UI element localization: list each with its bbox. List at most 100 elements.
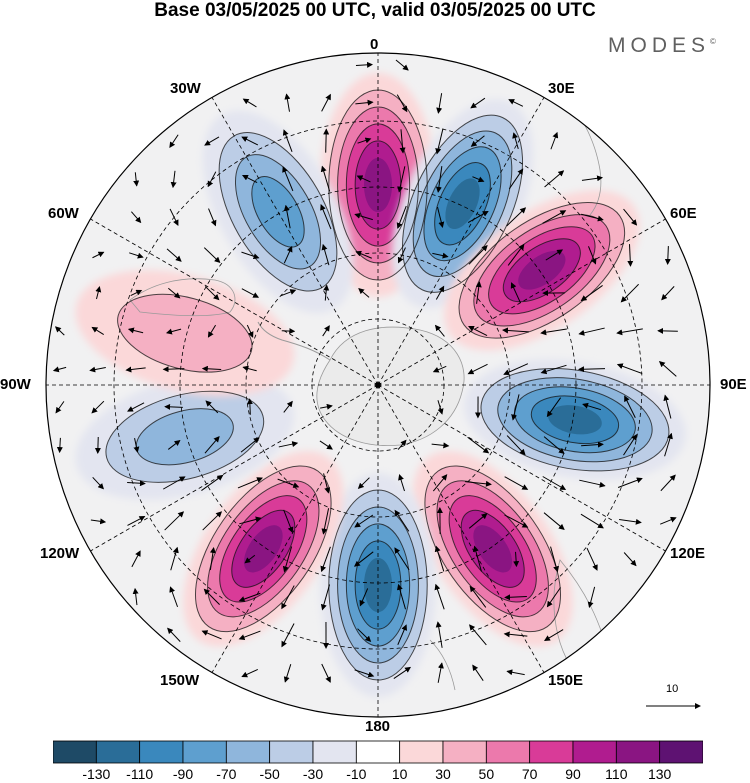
wind-vector-78 bbox=[282, 546, 293, 573]
wind-vector-183 bbox=[546, 587, 561, 608]
lobe-145E-contour-1 bbox=[424, 465, 562, 633]
wind-vector-76 bbox=[277, 478, 300, 488]
wind-vector-170 bbox=[506, 669, 525, 676]
wind-vector-26 bbox=[169, 208, 179, 226]
wind-vector-159 bbox=[507, 243, 525, 266]
wind-vector-166 bbox=[504, 514, 529, 528]
wind-vector-32 bbox=[167, 439, 181, 450]
brand-text: MODES bbox=[608, 34, 711, 57]
parallel-1 bbox=[245, 252, 511, 518]
wind-vector-28 bbox=[168, 287, 181, 299]
wind-vector-27 bbox=[166, 248, 182, 262]
colorbar-tick-label: -50 bbox=[259, 766, 280, 782]
colorbar-tick-label: -110 bbox=[126, 766, 154, 782]
wind-vector-189 bbox=[578, 327, 605, 336]
wind-vector-46 bbox=[204, 436, 220, 454]
wind-vector-168 bbox=[504, 594, 527, 601]
lon-label-60w: 60W bbox=[48, 205, 79, 222]
wind-vector-101 bbox=[354, 212, 373, 221]
wind-vector-80 bbox=[281, 623, 295, 648]
wind-vector-3 bbox=[56, 437, 63, 454]
colorbar-bin-6 bbox=[312, 740, 357, 764]
map-border bbox=[45, 52, 711, 718]
wind-vector-99 bbox=[357, 137, 372, 144]
colorbar-bin-5 bbox=[269, 740, 314, 764]
wind-vector-165 bbox=[504, 476, 529, 490]
lobe-75W-contour-1 bbox=[117, 293, 253, 373]
south-america-outline bbox=[129, 278, 236, 317]
wind-vector-layer bbox=[52, 59, 678, 683]
wind-vector-182 bbox=[550, 546, 559, 573]
wind-vector-122 bbox=[393, 666, 412, 680]
wind-vector-185 bbox=[581, 175, 604, 182]
wind-vector-207 bbox=[664, 246, 671, 265]
meridian-150 bbox=[377, 384, 545, 673]
wind-vector-83 bbox=[323, 128, 330, 153]
wind-vector-171 bbox=[550, 131, 559, 150]
lobe-105W-contour-1 bbox=[105, 390, 265, 483]
wind-vector-39 bbox=[207, 171, 217, 188]
wind-vector-25 bbox=[170, 170, 177, 189]
parallel-3 bbox=[113, 120, 643, 650]
wind-vector-187 bbox=[588, 246, 597, 265]
contour-layer bbox=[105, 89, 670, 681]
wind-vector-149 bbox=[465, 480, 492, 487]
colorbar-tick-label: -10 bbox=[346, 766, 367, 782]
lobe-55E-contour-1 bbox=[458, 201, 626, 339]
colorbar-bin-13 bbox=[615, 740, 661, 764]
lon-label-180: 180 bbox=[365, 718, 391, 735]
wind-vector-196 bbox=[587, 586, 596, 609]
meridian-330 bbox=[211, 97, 379, 386]
wind-vector-59 bbox=[246, 398, 253, 415]
wind-vector-63 bbox=[244, 554, 256, 564]
lobe-75W-band-1 bbox=[117, 294, 253, 373]
colorbar-tick-label: 70 bbox=[521, 766, 538, 782]
wind-vector-152 bbox=[469, 585, 487, 608]
wind-vector-124 bbox=[435, 128, 444, 155]
lon-label-90w: 90W bbox=[0, 376, 31, 393]
lobe-145W-band-5 bbox=[243, 525, 283, 573]
wind-vector-82 bbox=[321, 93, 331, 112]
wind-vector-31 bbox=[164, 403, 183, 410]
lobe-145E-contour-3 bbox=[448, 495, 537, 603]
lobe-55E-contour-2 bbox=[473, 214, 611, 327]
wind-vector-14 bbox=[129, 252, 144, 259]
meridian-30 bbox=[377, 97, 545, 386]
wind-vector-198 bbox=[627, 244, 634, 267]
wind-vector-10 bbox=[92, 476, 105, 490]
wind-vector-94 bbox=[320, 584, 331, 611]
antarctic-peninsula-outline bbox=[257, 321, 331, 361]
colorbar-tick-label: 30 bbox=[435, 766, 451, 782]
wind-vector-146 bbox=[467, 363, 488, 375]
wind-vector-66 bbox=[241, 668, 258, 678]
wind-vector-93 bbox=[320, 546, 331, 573]
meridian-300 bbox=[90, 218, 379, 386]
wind-vector-158 bbox=[506, 207, 527, 227]
wind-vector-145 bbox=[468, 325, 488, 337]
wind-vector-140 bbox=[470, 135, 485, 147]
wind-vector-151 bbox=[472, 545, 482, 572]
wind-vector-130 bbox=[432, 365, 447, 373]
wind-vector-58 bbox=[242, 365, 257, 372]
brand-logo: MODES© bbox=[608, 34, 716, 58]
lon-label-120e: 120E bbox=[670, 545, 706, 562]
colorbar-bin-2 bbox=[139, 740, 184, 764]
lobe-145E-band-5 bbox=[473, 525, 513, 573]
wind-vector-202 bbox=[624, 395, 636, 418]
wind-vector-131 bbox=[437, 400, 444, 415]
wind-vector-184 bbox=[544, 629, 564, 641]
lobe-25E-band-5 bbox=[445, 178, 480, 230]
lobe-0-band-5 bbox=[363, 157, 393, 213]
wind-vector-135 bbox=[434, 545, 445, 572]
wind-vector-120 bbox=[396, 583, 406, 610]
wind-vector-87 bbox=[323, 284, 330, 301]
wind-vector-74 bbox=[283, 400, 293, 413]
wind-vector-50 bbox=[203, 588, 220, 606]
wind-vector-121 bbox=[397, 624, 407, 646]
wind-vector-65 bbox=[238, 630, 261, 640]
wind-vector-201 bbox=[616, 363, 643, 374]
wind-vector-128 bbox=[435, 285, 445, 300]
wind-vector-100 bbox=[356, 175, 371, 183]
wind-vector-203 bbox=[623, 434, 638, 456]
wind-vector-6 bbox=[91, 326, 104, 335]
